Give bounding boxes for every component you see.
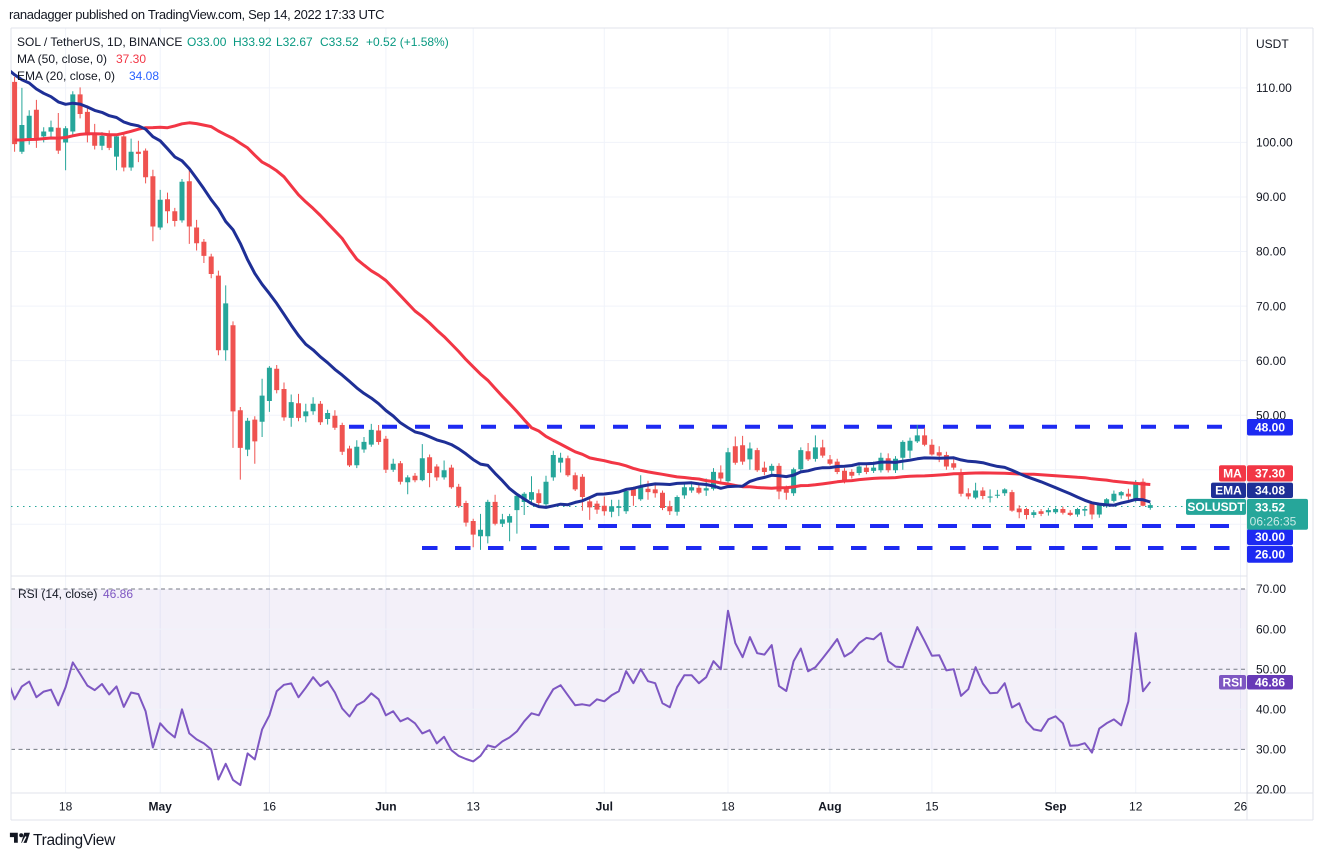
svg-text:100.00: 100.00 — [1256, 136, 1293, 150]
svg-text:EMA (20, close, 0): EMA (20, close, 0) — [17, 69, 115, 83]
svg-text:60.00: 60.00 — [1256, 354, 1286, 368]
svg-text:L32.67: L32.67 — [276, 35, 313, 49]
svg-text:33.52: 33.52 — [1255, 501, 1285, 515]
svg-text:30.00: 30.00 — [1255, 530, 1285, 544]
svg-text:TradingView: TradingView — [33, 832, 116, 849]
svg-text:Sep: Sep — [1045, 800, 1067, 814]
svg-text:60.00: 60.00 — [1256, 622, 1286, 636]
svg-text:18: 18 — [721, 800, 735, 814]
svg-text:26: 26 — [1234, 800, 1248, 814]
svg-text:USDT: USDT — [1256, 37, 1289, 51]
svg-text:MA (50, close, 0): MA (50, close, 0) — [17, 52, 107, 66]
svg-text:90.00: 90.00 — [1256, 190, 1286, 204]
svg-text:Aug: Aug — [818, 800, 841, 814]
svg-text:80.00: 80.00 — [1256, 245, 1286, 259]
svg-text:46.86: 46.86 — [1255, 676, 1285, 690]
svg-text:EMA: EMA — [1215, 484, 1242, 498]
svg-text:RSI (14, close): RSI (14, close) — [18, 587, 97, 601]
svg-text:12: 12 — [1129, 800, 1143, 814]
svg-text:SOL / TetherUS, 1D, BINANCE: SOL / TetherUS, 1D, BINANCE — [17, 35, 182, 49]
svg-text:13: 13 — [467, 800, 481, 814]
svg-text:ranadagger published on Tradin: ranadagger published on TradingView.com,… — [9, 7, 384, 22]
svg-text:SOLUSDT: SOLUSDT — [1187, 500, 1245, 514]
svg-text:50.00: 50.00 — [1256, 662, 1286, 676]
svg-text:O33.00: O33.00 — [187, 35, 227, 49]
svg-text:48.00: 48.00 — [1255, 420, 1285, 434]
svg-text:110.00: 110.00 — [1256, 81, 1292, 95]
svg-text:MA: MA — [1223, 467, 1242, 481]
svg-text:50.00: 50.00 — [1256, 408, 1286, 422]
svg-text:16: 16 — [263, 800, 277, 814]
svg-text:06:26:35: 06:26:35 — [1250, 515, 1297, 529]
svg-text:34.08: 34.08 — [1255, 484, 1285, 498]
svg-text:+0.52 (+1.58%): +0.52 (+1.58%) — [366, 35, 449, 49]
svg-text:Jun: Jun — [375, 800, 396, 814]
svg-text:May: May — [149, 800, 173, 814]
svg-text:70.00: 70.00 — [1256, 582, 1286, 596]
svg-text:30.00: 30.00 — [1256, 743, 1286, 757]
svg-text:34.08: 34.08 — [129, 69, 159, 83]
svg-text:26.00: 26.00 — [1255, 548, 1285, 562]
svg-text:H33.92: H33.92 — [233, 35, 272, 49]
svg-text:46.86: 46.86 — [103, 587, 133, 601]
svg-text:40.00: 40.00 — [1256, 703, 1286, 717]
svg-text:20.00: 20.00 — [1256, 783, 1286, 797]
svg-text:15: 15 — [925, 800, 939, 814]
svg-text:RSI: RSI — [1222, 676, 1242, 690]
svg-text:Jul: Jul — [596, 800, 613, 814]
svg-text:37.30: 37.30 — [116, 52, 146, 66]
svg-text:18: 18 — [59, 800, 73, 814]
svg-text:C33.52: C33.52 — [320, 35, 359, 49]
svg-text:70.00: 70.00 — [1256, 299, 1286, 313]
svg-text:37.30: 37.30 — [1255, 467, 1285, 481]
